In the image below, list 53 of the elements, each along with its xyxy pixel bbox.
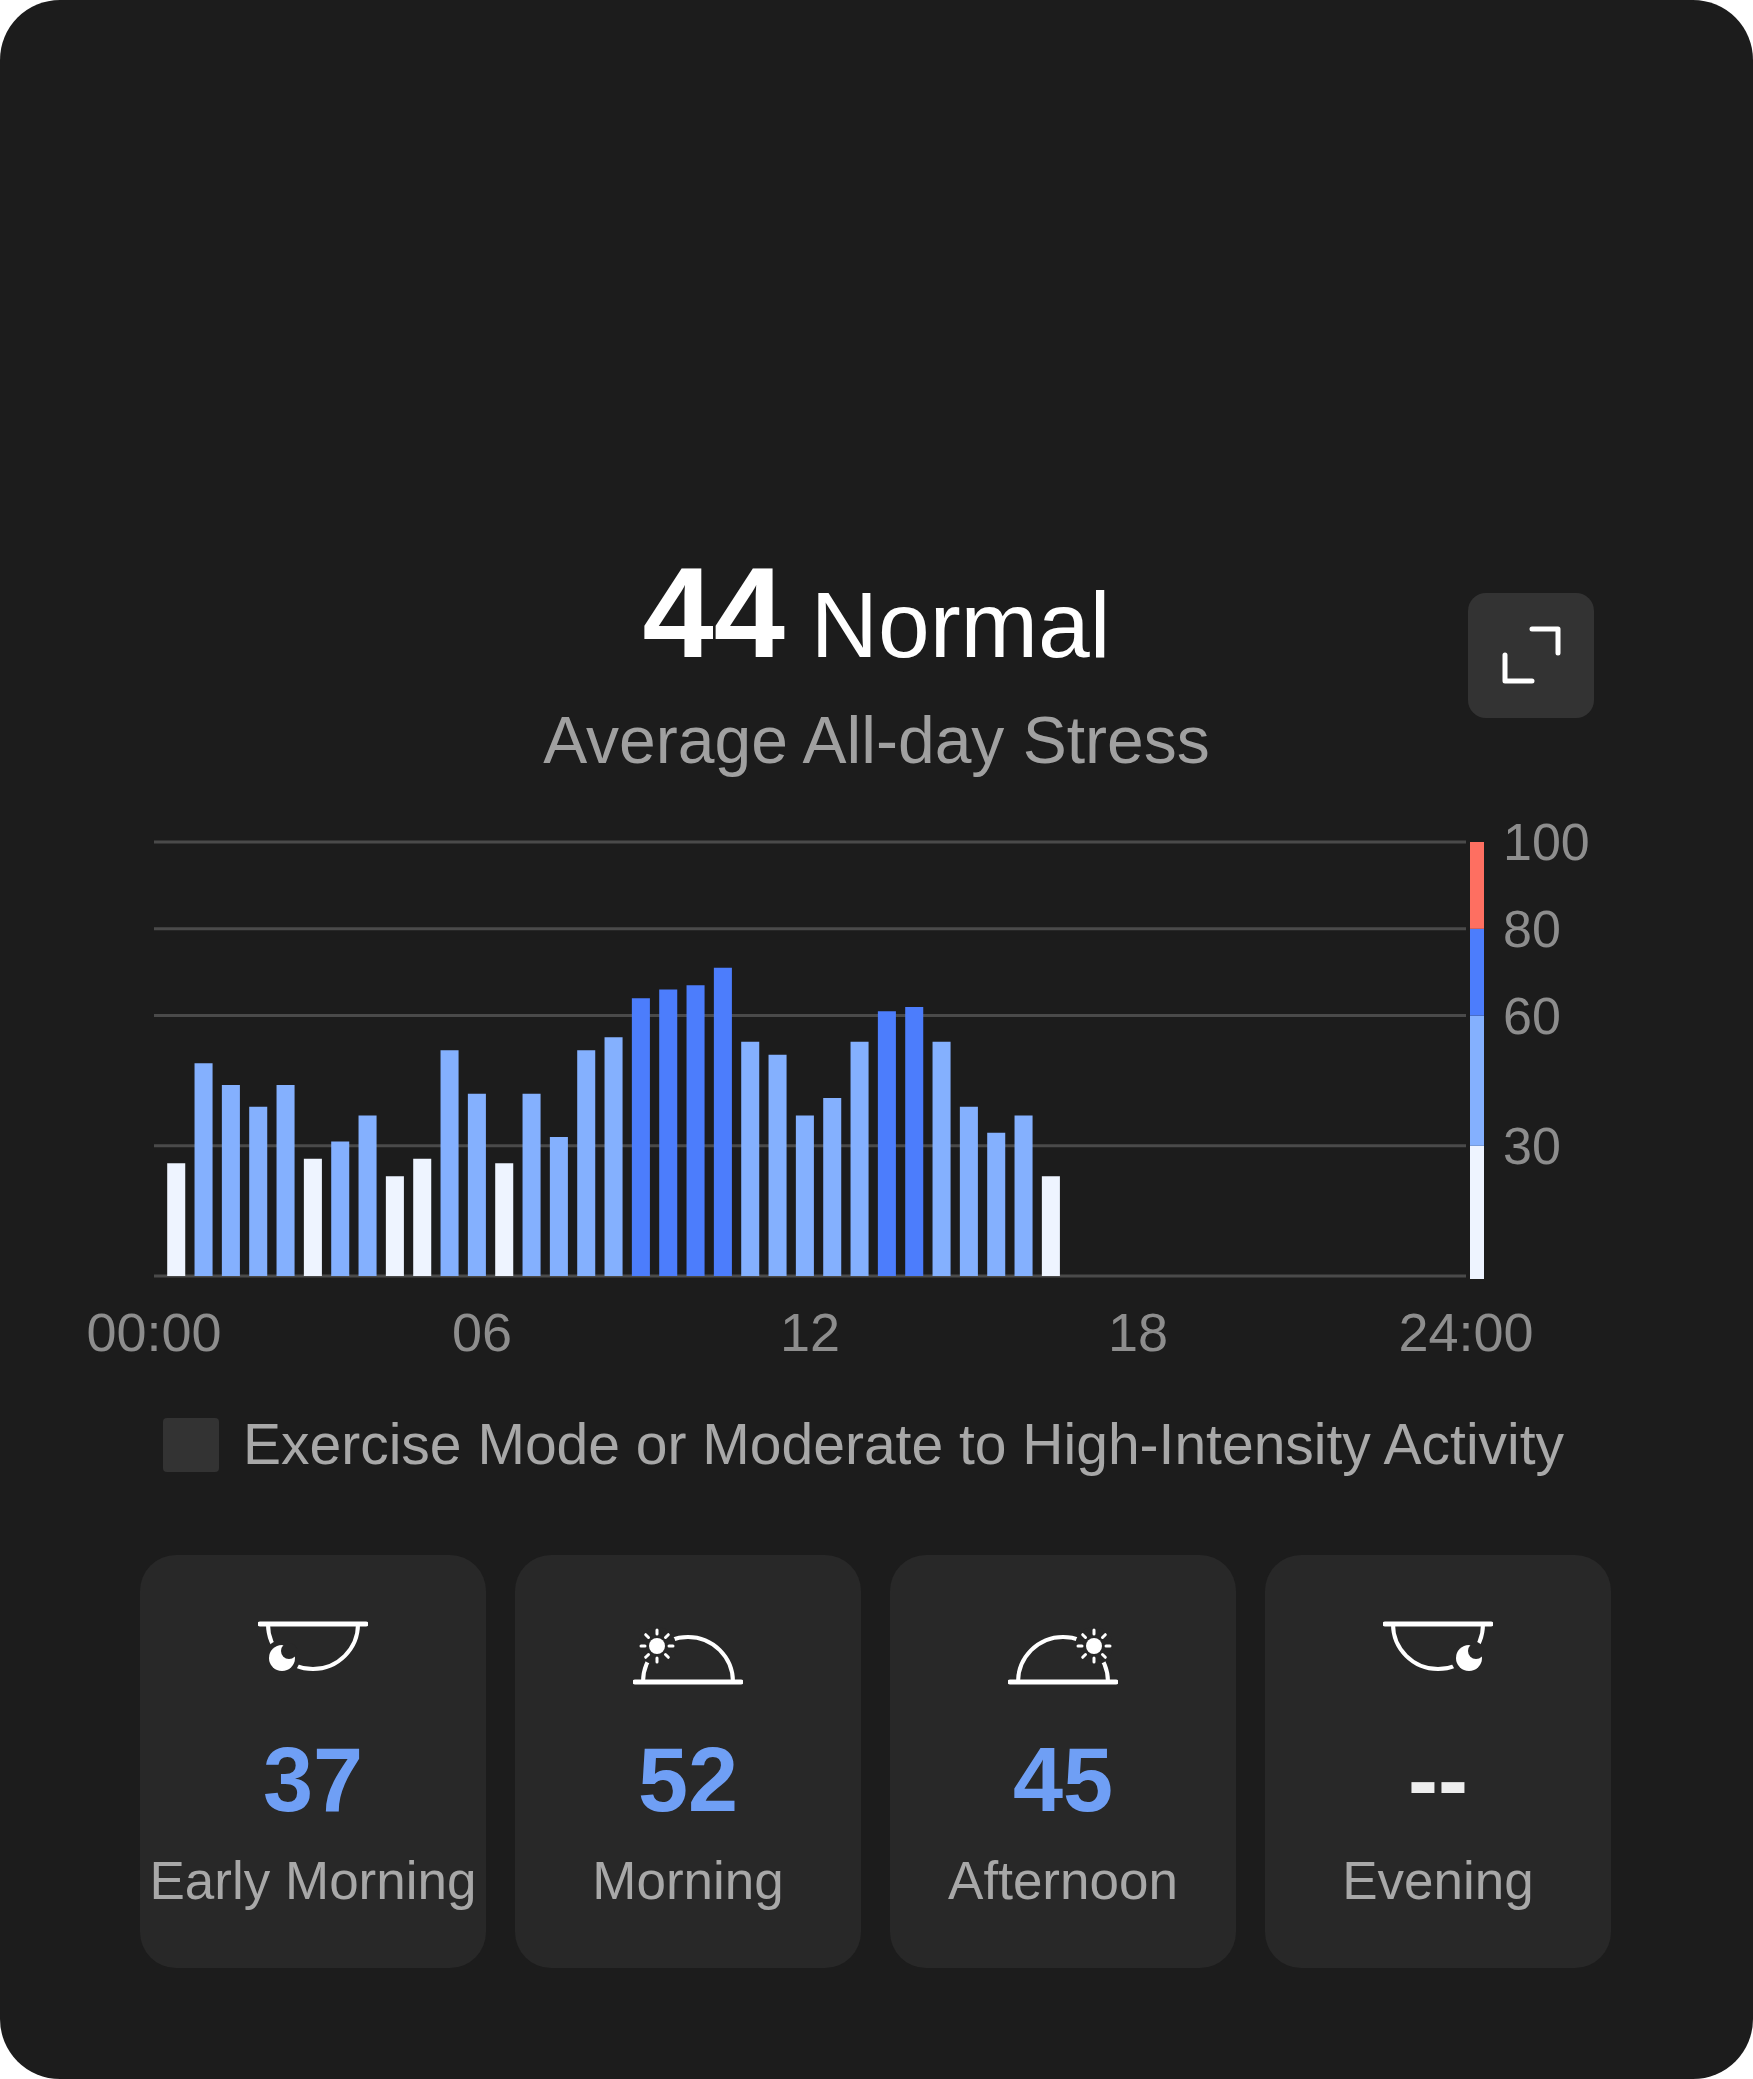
category-label: Morning	[592, 1851, 784, 1910]
bar	[713, 967, 732, 1276]
bar	[413, 1158, 432, 1276]
bar	[1041, 1176, 1060, 1276]
bar	[331, 1141, 350, 1276]
y-tick-label: 30	[1503, 1117, 1561, 1176]
bar	[741, 1041, 760, 1276]
bar	[768, 1054, 787, 1276]
bar	[303, 1158, 322, 1276]
bar	[877, 1011, 896, 1276]
bar	[221, 1085, 240, 1276]
x-tick-label: 24:00	[1398, 1302, 1534, 1363]
category-label: Evening	[1342, 1851, 1534, 1910]
bar	[987, 1132, 1006, 1276]
bar	[522, 1093, 541, 1276]
y-tick-label: 60	[1503, 987, 1561, 1046]
y-tick-label: 100	[1503, 813, 1590, 872]
category-label: Afternoon	[948, 1851, 1178, 1910]
bar	[440, 1050, 459, 1276]
bar	[358, 1115, 377, 1276]
card: 37 Early Morning	[140, 1555, 486, 1968]
card: 52 Morning	[515, 1555, 861, 1968]
card: -- Evening	[1265, 1555, 1611, 1968]
bar	[385, 1176, 404, 1276]
x-tick-label: 06	[451, 1302, 513, 1363]
chart-title: 44 Normal	[642, 541, 1111, 684]
y-tick-label: 80	[1503, 900, 1561, 959]
bar	[686, 985, 705, 1276]
bar	[194, 1063, 213, 1276]
bar	[1014, 1115, 1033, 1276]
bar	[495, 1163, 514, 1276]
bar	[604, 1037, 623, 1276]
legend-label: Exercise Mode or Moderate to High-Intensity Activity	[243, 1412, 1565, 1476]
bar	[167, 1163, 186, 1276]
bar	[249, 1106, 268, 1276]
category-label: Early Morning	[149, 1851, 477, 1910]
bar	[577, 1050, 596, 1276]
bar	[795, 1115, 814, 1276]
card: 45 Afternoon	[890, 1555, 1236, 1968]
x-tick-label: 18	[1107, 1302, 1169, 1363]
bar	[823, 1098, 842, 1276]
x-tick-label: 00:00	[86, 1302, 222, 1363]
bar	[276, 1085, 295, 1276]
bar	[467, 1093, 486, 1276]
x-tick-label: 12	[779, 1302, 841, 1363]
bar	[932, 1041, 951, 1276]
chart-subtitle: Average All-day Stress	[543, 703, 1210, 777]
bar	[549, 1137, 568, 1276]
bar	[959, 1106, 978, 1276]
bar	[905, 1006, 924, 1276]
bar	[631, 998, 650, 1276]
bar	[850, 1041, 869, 1276]
bar	[659, 989, 678, 1276]
